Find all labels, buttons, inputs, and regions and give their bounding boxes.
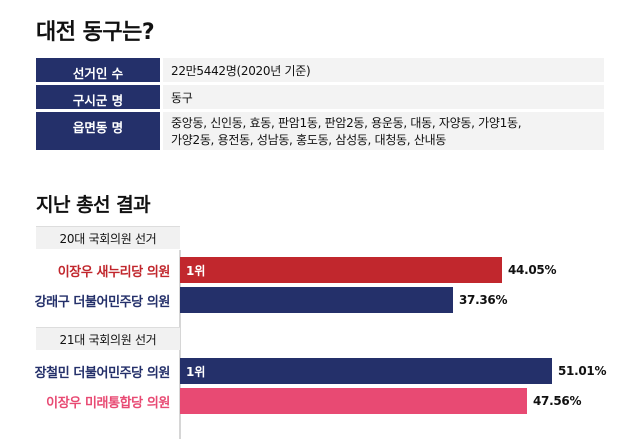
info-row-voters: 선거인 수 22만5442명(2020년 기준)	[36, 58, 604, 82]
result-bar: 1위	[180, 257, 502, 283]
towns-value-line2: 가양2동, 용전동, 성남동, 홍도동, 삼성동, 대청동, 산내동	[171, 133, 447, 147]
voters-value: 22만5442명(2020년 기준)	[163, 58, 604, 82]
candidate-label: 강래구 더불어민주당 의원	[34, 294, 171, 310]
towns-value: 중앙동, 신인동, 효동, 판암1동, 판암2동, 용운동, 대동, 자양동, …	[163, 112, 604, 150]
district-value: 동구	[163, 85, 604, 109]
vote-share-label: 47.56%	[533, 394, 582, 408]
voters-label: 선거인 수	[36, 58, 160, 82]
vote-share-label: 51.01%	[558, 364, 607, 378]
towns-value-line1: 중앙동, 신인동, 효동, 판암1동, 판암2동, 용운동, 대동, 자양동, …	[171, 116, 522, 130]
candidate-label: 장철민 더불어민주당 의원	[34, 365, 171, 381]
district-label: 구시군 명	[36, 85, 160, 109]
page-title: 대전 동구는?	[36, 20, 155, 45]
vote-share-label: 44.05%	[508, 263, 557, 277]
towns-label: 읍면동 명	[36, 112, 160, 150]
vote-share-label: 37.36%	[459, 293, 508, 307]
info-row-district: 구시군 명 동구	[36, 85, 604, 109]
info-row-towns: 읍면동 명 중앙동, 신인동, 효동, 판암1동, 판암2동, 용운동, 대동,…	[36, 112, 604, 150]
election-group-label: 20대 국회의원 선거	[36, 226, 180, 249]
district-info-table: 선거인 수 22만5442명(2020년 기준) 구시군 명 동구 읍면동 명 …	[36, 58, 604, 153]
chart-axis-line	[179, 250, 181, 439]
candidate-label: 이장우 미래통합당 의원	[46, 395, 170, 411]
rank-label: 1위	[186, 263, 206, 278]
election-group-label: 21대 국회의원 선거	[36, 327, 180, 350]
result-bar	[180, 287, 453, 313]
result-bar	[180, 388, 527, 414]
result-bar: 1위	[180, 358, 552, 384]
section-title: 지난 총선 결과	[36, 194, 151, 216]
rank-label: 1위	[186, 364, 206, 379]
candidate-label: 이장우 새누리당 의원	[57, 264, 171, 280]
